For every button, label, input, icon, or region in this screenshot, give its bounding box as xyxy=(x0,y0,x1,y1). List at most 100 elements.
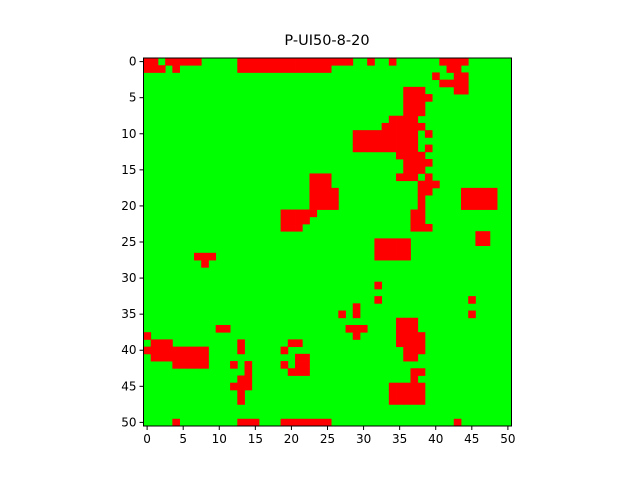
heatmap-cell xyxy=(468,187,476,196)
heatmap-cell xyxy=(367,58,375,66)
heatmap-cell xyxy=(460,195,469,203)
heatmap-cell xyxy=(367,144,375,153)
heatmap-cell xyxy=(403,382,411,391)
heatmap-cell xyxy=(295,368,303,376)
heatmap-cell xyxy=(186,353,195,362)
heatmap-cell xyxy=(424,144,433,153)
heatmap-cell xyxy=(237,339,245,348)
heatmap-cell xyxy=(417,94,426,102)
heatmap-cell xyxy=(489,195,498,203)
heatmap-cell xyxy=(475,195,484,203)
heatmap-cell xyxy=(410,101,419,109)
heatmap-cell xyxy=(316,195,325,203)
heatmap-cell xyxy=(424,187,433,196)
x-tick-label: 15 xyxy=(248,432,263,446)
heatmap-cell xyxy=(381,245,390,254)
heatmap-cell xyxy=(388,238,397,247)
heatmap-cell xyxy=(475,238,484,247)
heatmap-cell xyxy=(295,58,303,66)
heatmap-cell xyxy=(244,58,253,66)
heatmap-cell xyxy=(410,159,419,167)
heatmap-cell xyxy=(172,361,180,369)
heatmap-cell xyxy=(410,389,419,398)
heatmap-cell xyxy=(302,353,310,362)
heatmap-cell xyxy=(244,382,253,391)
heatmap-cell xyxy=(453,58,462,66)
heatmap-cell xyxy=(388,245,397,254)
heatmap-cell xyxy=(367,130,375,138)
heatmap-cell xyxy=(396,389,404,398)
heatmap-cell xyxy=(143,58,152,66)
heatmap-cell xyxy=(453,86,462,95)
heatmap-cell xyxy=(359,144,368,153)
heatmap-cell xyxy=(417,101,426,109)
heatmap-cell xyxy=(323,195,332,203)
heatmap-cell xyxy=(403,159,411,167)
heatmap-cell xyxy=(295,209,303,218)
heatmap-cell xyxy=(215,324,224,333)
heatmap-cell xyxy=(280,361,289,369)
heatmap-cell xyxy=(295,339,303,348)
heatmap-cell xyxy=(331,195,339,203)
heatmap-cell xyxy=(468,310,476,319)
heatmap-cell xyxy=(410,216,419,225)
heatmap-cell xyxy=(417,108,426,117)
heatmap-cell xyxy=(150,353,159,362)
heatmap-cell xyxy=(172,418,180,427)
heatmap-cell xyxy=(417,397,426,405)
y-tick-label: 50 xyxy=(121,415,136,429)
heatmap-cell xyxy=(179,361,188,369)
heatmap-cell xyxy=(295,65,303,73)
heatmap-cell xyxy=(453,72,462,81)
heatmap-cell xyxy=(165,346,173,355)
heatmap-cell xyxy=(352,310,361,319)
y-tick-label: 15 xyxy=(121,163,136,177)
heatmap-cell xyxy=(403,144,411,153)
heatmap-cell xyxy=(396,144,404,153)
y-axis: 0 5 10 15 20 25 30 35 40 45 50 xyxy=(121,55,144,429)
heatmap-cell xyxy=(410,122,419,131)
heatmap-cell xyxy=(460,72,469,81)
heatmap-cell xyxy=(446,65,455,73)
heatmap-cell xyxy=(295,216,303,225)
heatmap-cell xyxy=(208,252,217,261)
heatmap-cell xyxy=(302,361,310,369)
heatmap-cell xyxy=(417,202,426,210)
heatmap-cell xyxy=(338,58,346,66)
heatmap-cell xyxy=(172,346,180,355)
heatmap-cell xyxy=(201,361,209,369)
heatmap-cell xyxy=(273,58,281,66)
heatmap-cell xyxy=(295,418,303,427)
heatmap-cell xyxy=(439,58,447,66)
heatmap-cell xyxy=(309,180,318,189)
y-tick-label: 30 xyxy=(121,271,136,285)
heatmap-cell xyxy=(309,202,318,210)
heatmap-cell xyxy=(186,58,195,66)
heatmap-cell xyxy=(424,130,433,138)
heatmap-cell xyxy=(396,238,404,247)
x-tick-label: 20 xyxy=(284,432,299,446)
heatmap-cell xyxy=(345,58,354,66)
heatmap-cell xyxy=(475,187,484,196)
heatmap-cell xyxy=(352,144,361,153)
heatmap-cell xyxy=(410,108,419,117)
x-tick-label: 0 xyxy=(143,432,151,446)
heatmap-cell xyxy=(410,346,419,355)
heatmap-cell xyxy=(453,65,462,73)
heatmap-cell xyxy=(302,368,310,376)
heatmap-cell xyxy=(374,296,383,304)
heatmap-cell xyxy=(143,65,152,73)
heatmap-cell xyxy=(302,209,310,218)
heatmap-cell xyxy=(475,202,484,210)
heatmap-cell xyxy=(388,389,397,398)
heatmap-cell xyxy=(410,368,419,376)
heatmap-cell xyxy=(403,115,411,124)
heatmap-cell xyxy=(482,231,491,239)
heatmap-cell xyxy=(453,79,462,88)
heatmap-cell xyxy=(388,252,397,261)
heatmap-cell xyxy=(258,58,267,66)
heatmap-cell xyxy=(403,108,411,117)
heatmap-cell xyxy=(273,65,281,73)
heatmap-cell xyxy=(331,187,339,196)
heatmap-cell xyxy=(410,332,419,340)
